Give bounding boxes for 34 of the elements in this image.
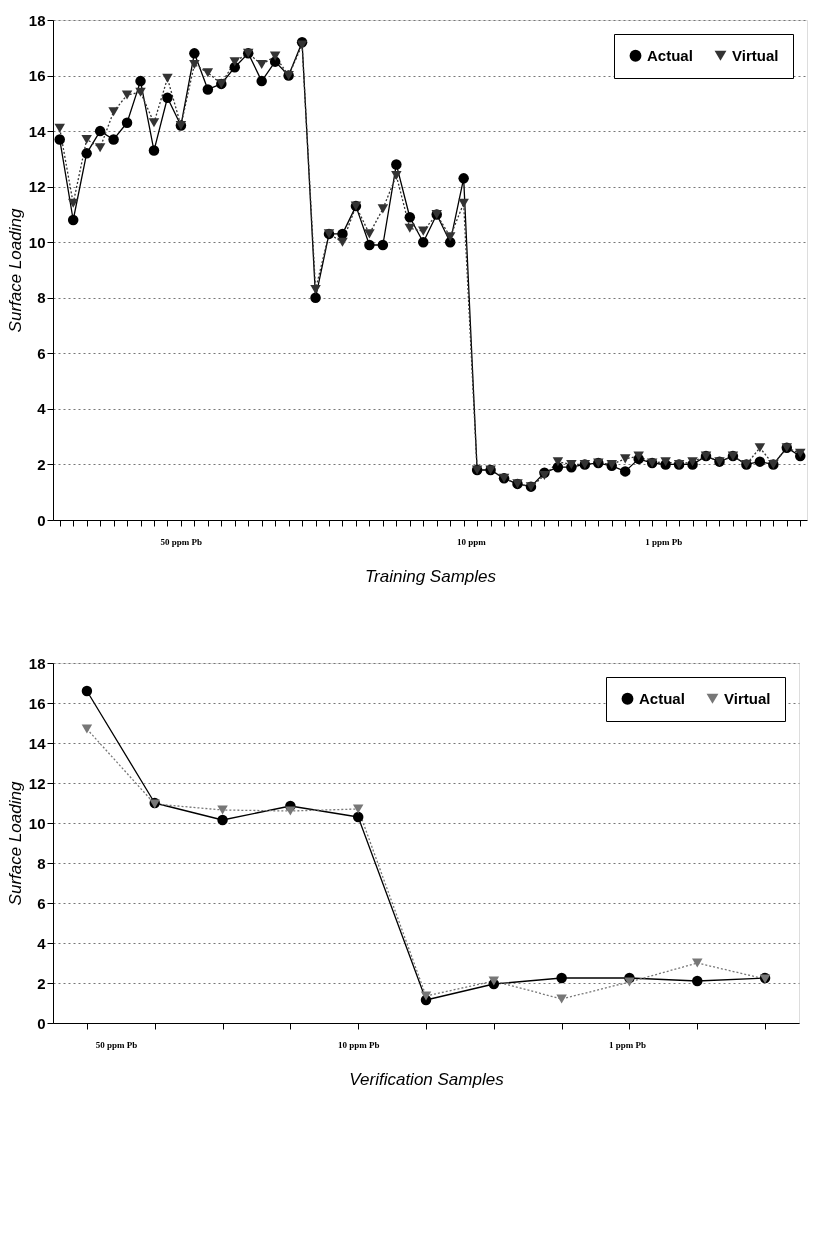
- x-axis-title: Verification Samples: [349, 1069, 505, 1089]
- legend-label: Actual: [647, 46, 693, 64]
- y-tick-label: 2: [37, 974, 46, 992]
- y-tick-label: 0: [37, 1014, 46, 1032]
- y-tick-label: 6: [37, 344, 46, 362]
- y-tick-label: 8: [37, 854, 46, 872]
- y-axis-title: Surface Loading: [5, 781, 25, 906]
- text: 1 ppm Pb: [608, 1040, 646, 1050]
- y-tick-label: 4: [37, 934, 47, 952]
- legend-label: Actual: [639, 689, 685, 707]
- y-tick-label: 18: [28, 11, 46, 29]
- y-tick-label: 16: [28, 67, 46, 85]
- text: 50 ppm Pb: [160, 537, 202, 547]
- y-tick-label: 6: [37, 894, 46, 912]
- text: 10 ppm Pb: [338, 1040, 380, 1050]
- y-tick-label: 4: [37, 400, 47, 418]
- y-tick-label: 2: [37, 455, 46, 473]
- y-tick-label: 0: [37, 511, 46, 529]
- y-tick-label: 10: [28, 233, 46, 251]
- text: 1 ppm Pb: [645, 537, 683, 547]
- x-axis-title: Training Samples: [364, 566, 497, 586]
- y-tick-label: 14: [28, 734, 47, 752]
- y-tick-label: 10: [28, 814, 46, 832]
- y-tick-label: 16: [28, 694, 46, 712]
- text: 10 ppm: [457, 537, 487, 547]
- y-tick-label: 18: [28, 654, 46, 672]
- y-axis-title: Surface Loading: [5, 208, 25, 333]
- legend-label: Virtual: [724, 689, 771, 707]
- y-tick-label: 14: [28, 122, 47, 140]
- text: 50 ppm Pb: [95, 1040, 138, 1050]
- y-tick-label: 12: [28, 178, 46, 196]
- y-tick-label: 12: [28, 774, 46, 792]
- legend-label: Virtual: [732, 46, 779, 64]
- y-tick-label: 8: [37, 289, 46, 307]
